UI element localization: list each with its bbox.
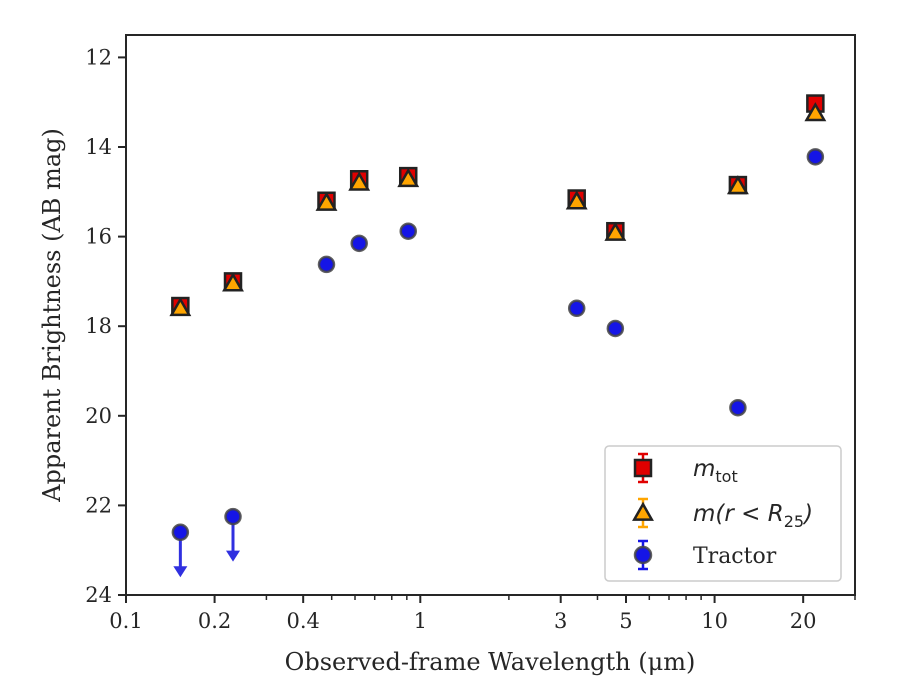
x-tick-label: 3 — [554, 609, 567, 633]
data-marks — [169, 94, 827, 578]
data-point — [169, 296, 192, 317]
data-point — [729, 398, 747, 417]
x-tick-label: 1 — [414, 609, 427, 633]
y-tick-label: 24 — [85, 583, 112, 607]
y-tick-label: 12 — [85, 45, 112, 69]
data-point — [726, 175, 749, 195]
legend: mtot m(r < R25) Tractor — [604, 445, 842, 582]
x-tick-label: 0.4 — [286, 609, 319, 633]
legend-marker-circle — [633, 545, 653, 565]
data-point — [348, 171, 371, 191]
series-triangle — [169, 102, 827, 317]
data-point — [604, 221, 627, 241]
data-point — [606, 319, 625, 338]
y-tick-label: 16 — [85, 225, 112, 249]
data-point — [350, 234, 368, 253]
legend-label-subscript: 25 — [784, 512, 804, 531]
plot-frame — [125, 34, 856, 596]
data-point — [224, 507, 242, 526]
y-axis: 12 14 16 18 20 22 24 — [85, 45, 126, 607]
upper-limit-arrowhead — [226, 550, 241, 562]
x-tick-label: 5 — [619, 609, 632, 633]
legend-marker-square — [633, 458, 653, 478]
legend-label: m(r < R25) — [693, 501, 813, 531]
legend-box — [604, 445, 842, 582]
x-tick-label: 0.2 — [198, 609, 231, 633]
legend-label-subscript: tot — [715, 467, 737, 486]
legend-marker-triangle — [632, 501, 654, 521]
data-point — [171, 523, 190, 542]
legend-label-main: m(r < R — [693, 501, 784, 527]
data-point — [565, 190, 588, 210]
x-tick-label: 10 — [701, 609, 728, 633]
legend-label-main: m — [693, 456, 715, 482]
series-square — [171, 94, 825, 316]
data-point — [397, 167, 420, 188]
data-point — [567, 299, 586, 318]
legend-label: mtot — [693, 456, 738, 486]
x-tick-label: 0.1 — [109, 609, 142, 633]
y-tick-label: 18 — [85, 314, 112, 338]
x-axis: 0.1 0.2 0.4 1 3 5 10 20 — [109, 595, 856, 633]
x-axis-label: Observed-frame Wavelength (μm) — [285, 648, 696, 676]
legend-label: Tractor — [693, 544, 777, 569]
legend-label-suffix: ) — [802, 501, 813, 527]
y-tick-label: 22 — [85, 493, 112, 517]
data-point — [315, 191, 338, 211]
series-circle — [171, 148, 825, 578]
data-point — [399, 222, 417, 240]
y-tick-label: 14 — [85, 135, 112, 159]
y-tick-label: 20 — [85, 404, 112, 428]
upper-limit-arrowhead — [173, 566, 188, 578]
data-point — [804, 102, 827, 122]
data-point — [806, 148, 825, 166]
x-tick-label: 20 — [790, 609, 817, 633]
y-axis-label: Apparent Brightness (AB mag) — [38, 128, 66, 503]
data-point — [222, 272, 244, 292]
data-point — [317, 255, 336, 274]
